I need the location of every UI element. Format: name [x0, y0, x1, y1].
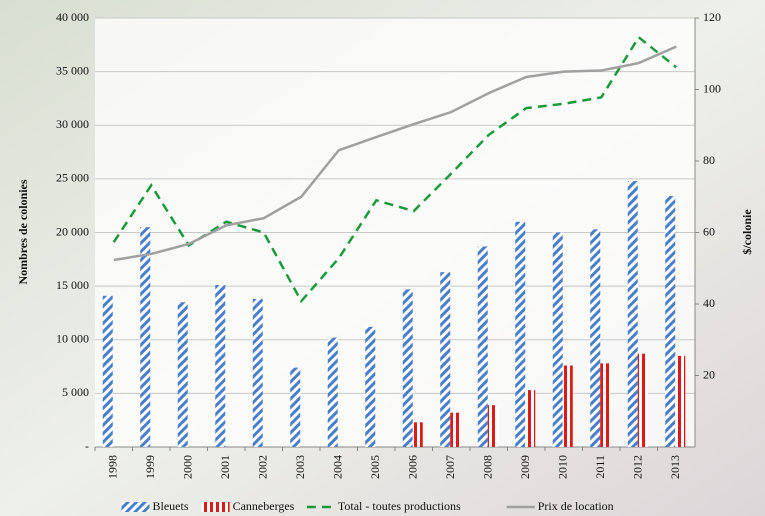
y-tick-label: 10 000	[56, 332, 89, 346]
x-tick-label: 2013	[668, 455, 682, 479]
bar	[440, 272, 451, 447]
legend-swatch	[121, 502, 150, 512]
x-tick-label: 2001	[218, 455, 232, 479]
bar	[477, 246, 488, 447]
x-tick-label: 2007	[443, 455, 457, 479]
bar	[600, 363, 611, 447]
legend-label: Bleuets	[153, 499, 189, 513]
x-tick-label: 2000	[181, 455, 195, 479]
y2-tick-label: 120	[703, 10, 721, 24]
bar	[412, 422, 423, 447]
y-tick-label: 35 000	[56, 63, 89, 77]
bar	[675, 355, 686, 447]
bar	[252, 298, 263, 447]
x-tick-label: 2010	[556, 455, 570, 479]
bar	[515, 221, 526, 447]
bar	[215, 285, 226, 447]
bar	[290, 367, 301, 447]
bar	[637, 353, 648, 447]
x-tick-label: 2012	[631, 455, 645, 479]
line-series	[113, 45, 677, 262]
y2-tick-label: 100	[703, 81, 721, 95]
bar	[562, 365, 573, 447]
legend-label: Prix de location	[538, 499, 614, 513]
bar	[450, 412, 461, 447]
y2-tick-label: 40	[703, 296, 715, 310]
x-tick-label: 2006	[406, 455, 420, 479]
bar	[140, 227, 151, 447]
x-tick-label: 2003	[293, 455, 307, 479]
y2-axis-title: $/colonie	[740, 209, 754, 255]
legend-label: Canneberges	[233, 499, 295, 513]
y2-tick-label: 60	[703, 224, 715, 238]
bar	[177, 302, 188, 447]
legend-label: Total - toutes productions	[338, 499, 461, 513]
x-tick-label: 2008	[481, 455, 495, 479]
legend-swatch	[201, 502, 230, 512]
bar	[402, 289, 413, 447]
bar	[487, 405, 498, 447]
bar	[327, 337, 338, 447]
bar	[552, 232, 563, 447]
bar	[365, 326, 376, 447]
x-tick-label: 2002	[256, 455, 270, 479]
y-tick-label: -	[85, 439, 89, 453]
x-tick-label: 1998	[106, 455, 120, 479]
x-tick-label: 2009	[518, 455, 532, 479]
bar	[627, 181, 638, 447]
x-tick-label: 2005	[368, 455, 382, 479]
bar	[590, 229, 601, 447]
y-tick-label: 20 000	[56, 224, 89, 238]
y-axis-title: Nombres de colonies	[16, 179, 30, 284]
x-tick-label: 2011	[593, 455, 607, 479]
line-series	[112, 35, 678, 304]
y-tick-label: 25 000	[56, 171, 89, 185]
y-tick-label: 30 000	[56, 117, 89, 131]
bar	[525, 390, 536, 447]
bar	[665, 196, 676, 447]
y2-tick-label: 80	[703, 153, 715, 167]
bar	[102, 295, 113, 447]
y-tick-label: 15 000	[56, 278, 89, 292]
x-tick-label: 2004	[331, 455, 345, 479]
y-tick-label: 5 000	[62, 385, 89, 399]
y-tick-label: 40 000	[56, 10, 89, 24]
x-tick-label: 1999	[143, 455, 157, 479]
y2-tick-label: 20	[703, 367, 715, 381]
